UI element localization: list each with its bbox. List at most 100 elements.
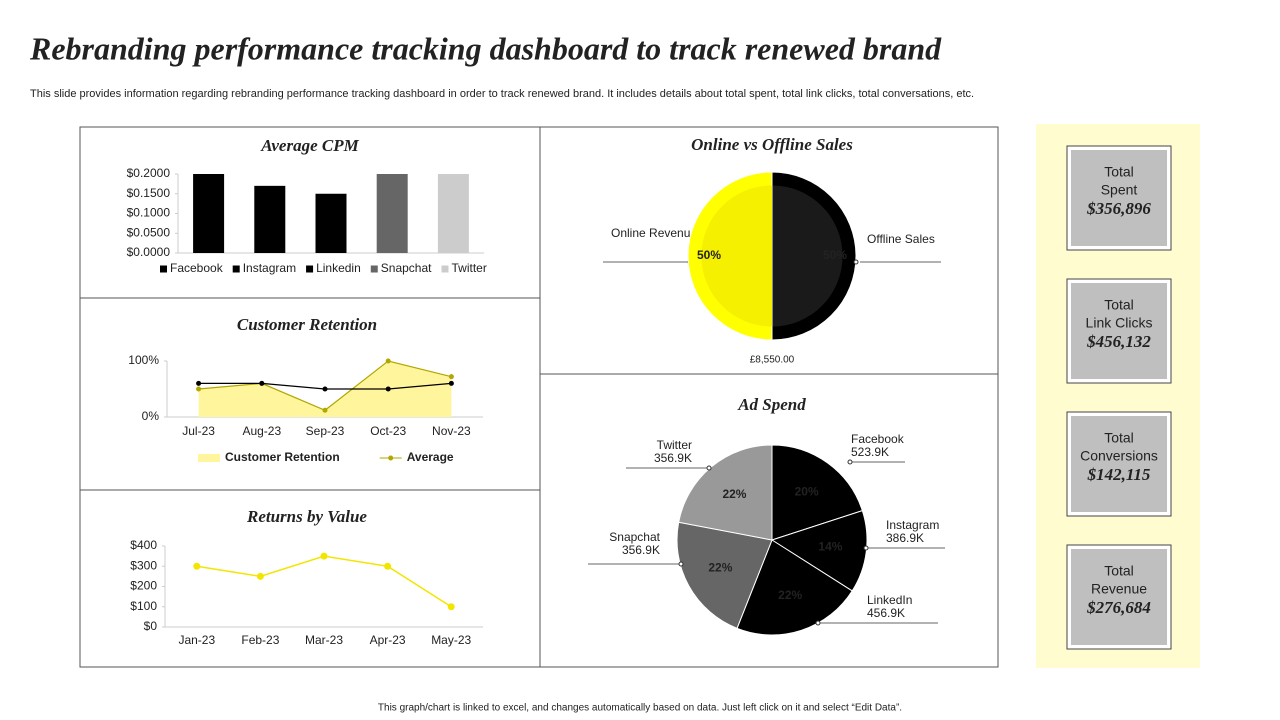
annotation: £8,550.00 <box>750 355 795 366</box>
kpi-label: Link Clicks <box>1086 315 1153 331</box>
detail-label: 386.9K <box>886 531 924 545</box>
pie-slice <box>678 444 773 541</box>
page-subtitle: This slide provides information regardin… <box>30 88 974 100</box>
x-tick-label: Oct-23 <box>370 424 406 438</box>
legend-swatch <box>306 265 314 273</box>
point <box>385 358 391 364</box>
category-label: Twitter <box>657 438 692 452</box>
y-tick-label: $100 <box>130 599 157 613</box>
kpi-label: Total <box>1104 563 1134 579</box>
page-title: Rebranding performance tracking dashboar… <box>29 30 942 66</box>
slice-label: 22% <box>778 588 802 602</box>
footer-note: This graph/chart is linked to excel, and… <box>378 703 902 714</box>
kpi-value: $276,684 <box>1086 598 1151 617</box>
chart-title: Online vs Offline Sales <box>691 135 853 154</box>
point <box>322 386 328 392</box>
kpi-label: Spent <box>1101 182 1138 198</box>
point <box>196 380 202 386</box>
kpi-inner <box>1071 549 1167 645</box>
legend-label: Instagram <box>243 261 296 275</box>
kpi-label: Revenue <box>1091 581 1147 597</box>
detail-label: 356.9K <box>622 543 660 557</box>
leader-dot <box>706 465 712 471</box>
kpi-label: Total <box>1104 164 1134 180</box>
point <box>448 374 454 380</box>
leader-dot <box>815 620 821 626</box>
legend-label: Facebook <box>170 261 224 275</box>
y-tick-label: $0.0500 <box>127 225 171 239</box>
kpi-value: $456,132 <box>1086 332 1151 351</box>
legend-label: Linkedin <box>316 261 361 275</box>
leader-dot <box>863 545 869 551</box>
bar <box>437 174 469 253</box>
point <box>259 380 265 386</box>
slice-label: 22% <box>708 561 732 575</box>
y-tick-label: $0.1500 <box>127 186 171 200</box>
legend-swatch <box>370 265 378 273</box>
x-tick-label: Apr-23 <box>370 633 406 647</box>
bar <box>254 185 286 253</box>
point <box>322 407 328 413</box>
x-tick-label: Sep-23 <box>306 424 345 438</box>
legend-label: Average <box>407 450 454 464</box>
kpi-inner <box>1071 150 1167 246</box>
category-label: Snapchat <box>609 530 660 544</box>
point <box>196 386 202 392</box>
pie-inner <box>701 185 772 327</box>
detail-label: 356.9K <box>654 451 692 465</box>
y-tick-label: $0.2000 <box>127 166 171 180</box>
pie-inner <box>772 185 843 327</box>
y-tick-label: 100% <box>128 353 159 367</box>
point <box>385 386 391 392</box>
slice-label: 50% <box>823 248 847 262</box>
bar <box>193 174 225 253</box>
legend-swatch <box>198 454 220 462</box>
legend-swatch <box>388 455 394 461</box>
kpi-value: $356,896 <box>1086 199 1151 218</box>
legend-swatch <box>441 265 449 273</box>
legend-label: Twitter <box>451 261 486 275</box>
leader-dot <box>853 259 859 265</box>
x-tick-label: Nov-23 <box>432 424 471 438</box>
chart-title: Returns by Value <box>246 507 367 526</box>
kpi-label: Total <box>1104 297 1134 313</box>
chart-title: Ad Spend <box>737 395 806 414</box>
y-tick-label: $0.1000 <box>127 206 171 220</box>
pie-slice <box>676 521 773 629</box>
detail-label: 456.9K <box>867 606 905 620</box>
pie-slice <box>736 539 853 636</box>
leader-dot <box>678 561 684 567</box>
slice-label: 20% <box>795 485 819 499</box>
legend-label: Customer Retention <box>225 450 340 464</box>
y-tick-label: $0 <box>144 619 158 633</box>
line <box>196 555 452 608</box>
kpi-label: Total <box>1104 430 1134 446</box>
detail-label: 523.9K <box>851 445 889 459</box>
x-tick-label: Mar-23 <box>305 633 343 647</box>
point <box>256 572 264 580</box>
category-label: Online Revenues <box>611 226 703 240</box>
y-tick-label: $0.0000 <box>127 245 171 259</box>
leader-dot <box>847 459 853 465</box>
category-label: LinkedIn <box>867 593 912 607</box>
x-tick-label: Jan-23 <box>178 633 215 647</box>
slice-label: 22% <box>722 487 746 501</box>
kpi-inner <box>1071 283 1167 379</box>
y-tick-label: $400 <box>130 538 157 552</box>
category-label: Facebook <box>851 432 905 446</box>
chart-title: Customer Retention <box>237 315 377 334</box>
x-tick-label: Feb-23 <box>241 633 279 647</box>
x-tick-label: Aug-23 <box>242 424 281 438</box>
pie-slice <box>770 510 868 592</box>
bar <box>315 193 347 253</box>
panel-frame <box>79 126 999 668</box>
area <box>198 361 452 417</box>
legend-swatch <box>160 265 167 273</box>
point <box>193 562 201 570</box>
pie-slice <box>771 444 863 541</box>
y-tick-label: $200 <box>130 579 157 593</box>
slice-label: 50% <box>697 248 721 262</box>
point <box>320 552 328 560</box>
x-tick-label: May-23 <box>431 633 471 647</box>
